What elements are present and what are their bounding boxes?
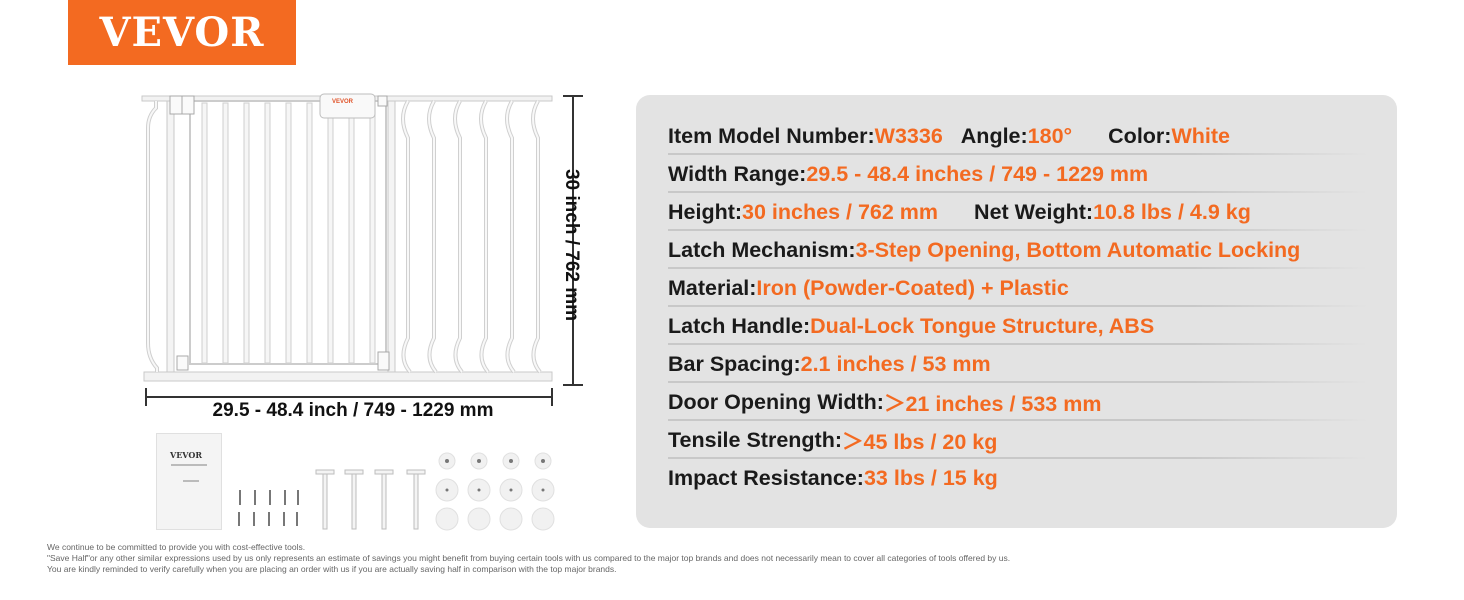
- gate-drawing: VEVOR: [141, 93, 583, 406]
- spec-row-latch-handle: Latch Handle: Dual-Lock Tongue Structure…: [668, 307, 1388, 345]
- spec-key: Item Model Number:: [668, 123, 875, 148]
- height-dimension-text: 30 inch / 762 mm: [561, 168, 582, 322]
- spec-key: Height:: [668, 199, 743, 224]
- accessories-image: VEVOR: [150, 430, 570, 535]
- manual-brand-text: VEVOR: [170, 450, 202, 460]
- spec-row-door-opening: Door Opening Width: ＞21 inches / 533 mm: [668, 383, 1388, 421]
- spec-value: 180°: [1027, 123, 1073, 148]
- spec-key: Color:: [1108, 123, 1172, 148]
- spec-key: Width Range:: [668, 161, 807, 186]
- spec-key: Angle:: [960, 123, 1028, 148]
- width-dimension-label: 29.5 - 48.4 inch / 749 - 1229 mm: [212, 400, 494, 421]
- spec-value: 30 inches / 762 mm: [742, 199, 939, 224]
- gate-badge-text: VEVOR: [332, 99, 354, 105]
- row-divider: [668, 153, 1368, 155]
- spec-key: Net Weight:: [974, 199, 1094, 224]
- spec-value: White: [1171, 123, 1230, 148]
- specifications-panel: Item Model Number: W3336 Angle: 180° Col…: [636, 95, 1397, 528]
- spec-row-width-range: Width Range: 29.5 - 48.4 inches / 749 - …: [668, 155, 1388, 193]
- spec-key: Tensile Strength:: [668, 427, 843, 452]
- spec-value: Iron (Powder-Coated) + Plastic: [756, 275, 1069, 300]
- spec-row-model: Item Model Number: W3336 Angle: 180° Col…: [668, 117, 1388, 155]
- spec-value: 2.1 inches / 53 mm: [800, 351, 991, 376]
- spec-key: Impact Resistance:: [668, 465, 864, 490]
- spec-value: 10.8 lbs / 4.9 kg: [1093, 199, 1251, 224]
- spec-value: 29.5 - 48.4 inches / 749 - 1229 mm: [806, 161, 1149, 186]
- spec-row-material: Material: Iron (Powder-Coated) + Plastic: [668, 269, 1388, 307]
- disclaimer-line: We continue to be committed to provide y…: [47, 542, 306, 552]
- spec-key: Latch Mechanism:: [668, 237, 856, 262]
- spec-row-height: Height: 30 inches / 762 mm Net Weight: 1…: [668, 193, 1388, 231]
- disclaimer-line: "Save Half"or any other similar expressi…: [47, 553, 1011, 563]
- vevor-logo: VEVOR: [68, 0, 296, 65]
- spec-key: Latch Handle:: [668, 313, 811, 338]
- row-divider: [668, 457, 1368, 459]
- disclaimer-text: We continue to be committed to provide y…: [47, 542, 1147, 575]
- spec-value: W3336: [874, 123, 943, 148]
- row-divider: [668, 305, 1368, 307]
- row-divider: [668, 381, 1368, 383]
- disclaimer-line: You are kindly reminded to verify carefu…: [47, 564, 617, 574]
- spec-key: Door Opening Width:: [668, 389, 884, 414]
- spec-row-latch-mechanism: Latch Mechanism: 3-Step Opening, Bottom …: [668, 231, 1388, 269]
- spec-value: ＞45 lbs / 20 kg: [842, 429, 998, 454]
- row-divider: [668, 267, 1368, 269]
- spec-row-tensile-strength: Tensile Strength: ＞45 lbs / 20 kg: [668, 421, 1388, 459]
- logo-text: VEVOR: [99, 9, 265, 56]
- spec-value: Dual-Lock Tongue Structure, ABS: [810, 313, 1155, 338]
- spec-value: ＞21 inches / 533 mm: [883, 391, 1102, 416]
- spec-row-bar-spacing: Bar Spacing: 2.1 inches / 53 mm: [668, 345, 1388, 383]
- spec-key: Material:: [668, 275, 757, 300]
- spec-key: Bar Spacing:: [668, 351, 801, 376]
- row-divider: [668, 419, 1368, 421]
- spec-value: 3-Step Opening, Bottom Automatic Locking: [855, 237, 1301, 262]
- gate-product-image: VEVOR: [130, 88, 610, 428]
- spec-value: 33 lbs / 15 kg: [863, 465, 998, 490]
- hardware-parts-drawing: [238, 452, 555, 531]
- spec-row-impact-resistance: Impact Resistance: 33 lbs / 15 kg: [668, 459, 1388, 497]
- user-manual: VEVOR: [156, 433, 222, 530]
- row-divider: [668, 191, 1368, 193]
- row-divider: [668, 343, 1368, 345]
- row-divider: [668, 229, 1368, 231]
